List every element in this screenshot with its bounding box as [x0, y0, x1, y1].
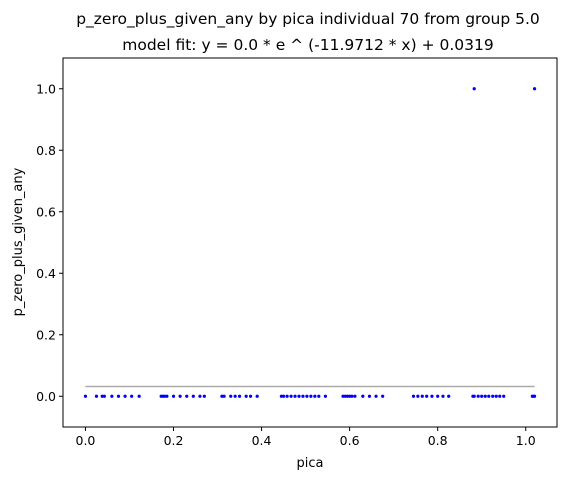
data-point — [185, 394, 189, 398]
data-point — [289, 394, 293, 398]
data-point — [343, 394, 347, 398]
data-point — [425, 394, 429, 398]
data-point — [293, 394, 297, 398]
x-tick-label: 0.8 — [428, 433, 448, 448]
data-point — [102, 394, 106, 398]
x-tick-label: 0.0 — [76, 433, 96, 448]
data-point — [198, 394, 202, 398]
x-tick-label: 0.2 — [164, 433, 184, 448]
data-point — [220, 394, 224, 398]
data-point — [487, 394, 491, 398]
data-point — [317, 394, 321, 398]
chart-title: p_zero_plus_given_any by pica individual… — [76, 10, 540, 29]
data-point — [171, 394, 176, 398]
data-point — [532, 87, 537, 91]
y-axis: 0.0 0.2 0.4 0.6 0.8 1.0 — [36, 81, 63, 404]
data-point — [341, 394, 345, 398]
data-point — [301, 394, 305, 398]
y-tick-label: 0.2 — [36, 327, 56, 342]
x-tick-label: 0.4 — [252, 433, 272, 448]
data-point — [163, 394, 167, 398]
data-point — [309, 394, 313, 398]
data-point — [123, 394, 127, 398]
data-point — [305, 394, 309, 398]
data-point — [202, 394, 206, 398]
data-point — [430, 394, 434, 398]
chart-subtitle: model fit: y = 0.0 * e ^ (-11.9712 * x) … — [122, 36, 493, 54]
data-point — [130, 394, 134, 398]
data-point — [297, 394, 301, 398]
data-point — [483, 394, 487, 398]
data-point — [165, 394, 169, 398]
data-point — [100, 394, 104, 398]
data-point — [441, 394, 445, 398]
y-tick-label: 0.0 — [36, 389, 56, 404]
data-point — [502, 394, 506, 398]
y-axis-label: p_zero_plus_given_any — [11, 167, 26, 316]
data-point — [472, 394, 476, 398]
data-point — [350, 394, 354, 398]
data-point — [229, 394, 233, 398]
data-point — [420, 394, 424, 398]
data-point — [480, 394, 484, 398]
data-point — [110, 394, 114, 398]
x-axis-label: pica — [297, 456, 324, 471]
data-point — [279, 394, 283, 398]
data-point — [494, 394, 498, 398]
data-point — [374, 394, 378, 398]
data-point — [248, 394, 253, 398]
data-point — [313, 394, 317, 398]
data-point — [137, 394, 141, 398]
data-point — [476, 394, 480, 398]
data-point — [255, 394, 259, 398]
data-point — [237, 394, 242, 398]
x-axis: 0.0 0.2 0.4 0.6 0.8 1.0 — [76, 427, 536, 448]
data-point — [222, 394, 226, 398]
data-point — [116, 394, 121, 398]
data-point — [285, 394, 289, 398]
x-tick-label: 1.0 — [516, 433, 536, 448]
plot-area — [62, 57, 558, 428]
y-tick-label: 0.8 — [36, 143, 56, 158]
data-point — [498, 394, 502, 398]
data-point — [436, 394, 440, 398]
data-point — [447, 394, 451, 398]
data-point — [233, 394, 237, 398]
data-point — [367, 394, 372, 398]
scatter-points — [83, 87, 537, 398]
data-point — [532, 394, 537, 398]
y-tick-label: 0.4 — [36, 266, 56, 281]
y-tick-label: 1.0 — [36, 81, 56, 96]
data-point — [361, 394, 365, 398]
data-point — [94, 394, 99, 398]
data-point — [244, 394, 248, 398]
data-point — [491, 394, 495, 398]
data-point — [411, 394, 416, 398]
data-point — [381, 394, 385, 398]
y-tick-label: 0.6 — [36, 204, 56, 219]
data-point — [191, 394, 195, 398]
data-point — [345, 394, 350, 398]
data-point — [323, 394, 328, 398]
x-tick-label: 0.6 — [340, 433, 360, 448]
data-point — [416, 394, 420, 398]
data-point — [281, 394, 286, 398]
data-point — [348, 394, 352, 398]
data-point — [178, 394, 182, 398]
data-point — [83, 394, 88, 398]
data-point — [472, 87, 476, 91]
data-point — [353, 394, 357, 398]
